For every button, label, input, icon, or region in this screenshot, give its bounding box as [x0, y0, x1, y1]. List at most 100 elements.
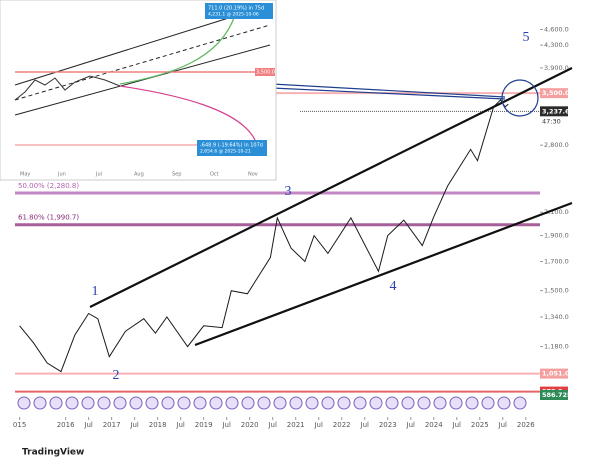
x-tick-label: 2026 — [517, 421, 535, 429]
event-icon — [113, 396, 127, 410]
inset: 711.0 (20.19%) in 75d 4,231.1 @ 2025-10-… — [0, 0, 277, 181]
inset-month: Oct — [210, 172, 219, 178]
volume-label: 586.72K — [542, 391, 573, 399]
event-icon — [97, 396, 111, 410]
event-icon — [513, 396, 527, 410]
y-tick-label: 1,900.0 — [544, 232, 569, 240]
y-tick-label: 1,700.0 — [544, 257, 569, 265]
price-label: 3,237.6 — [542, 107, 570, 115]
inset-label: 4,231.1 @ 2025-10-06 — [208, 12, 259, 18]
wave-label: 1 — [92, 284, 99, 299]
x-tick-label: Jul — [129, 421, 139, 429]
y-tick-label: 2,100.0 — [544, 208, 569, 216]
plot-area: 50.00% (2,280.8) 61.80% (1,990.7) 3,500.0 3… — [13, 25, 573, 429]
y-tick-label: 4,600.0 — [544, 25, 569, 33]
price-badge — [540, 88, 568, 99]
inset-price: 3,500.0 — [256, 70, 275, 76]
event-icon — [81, 396, 95, 410]
inset-month: Sep — [172, 172, 181, 178]
price-badge — [540, 368, 568, 379]
x-tick-label: Jul — [221, 421, 231, 429]
x-tick-label: 2024 — [425, 421, 443, 429]
inset-month: Aug — [134, 172, 144, 178]
y-tick-label: 3,900.0 — [544, 64, 569, 72]
x-tick-label: 2023 — [379, 421, 397, 429]
event-icon — [289, 396, 303, 410]
event-icon — [193, 396, 207, 410]
x-tick-label: Jul — [452, 421, 462, 429]
x-tick-label: Jul — [406, 421, 416, 429]
y-tick-label: 1,180.0 — [544, 343, 569, 351]
event-icon — [417, 396, 431, 410]
inset-month: Jul — [95, 172, 102, 178]
event-icon — [225, 396, 239, 410]
channel-upper — [89, 67, 573, 308]
price-line-series — [19, 99, 509, 373]
x-tick-label: 2017 — [103, 421, 121, 429]
event-icon — [161, 396, 175, 410]
countdown: 47:30 — [542, 117, 561, 125]
x-tick-label: 2021 — [287, 421, 305, 429]
x-tick-label: Jul — [498, 421, 508, 429]
inset-month: Jun — [57, 172, 66, 178]
x-tick-label: Jul — [267, 421, 277, 429]
event-icon — [337, 396, 351, 410]
inset-axis: May Jun Jul Aug Sep Oct Nov — [20, 172, 258, 178]
inset-price-badge — [255, 68, 275, 76]
inset-projection — [119, 14, 236, 85]
x-tick-label: Jul — [360, 421, 370, 429]
y-tick-label: 4,300.0 — [544, 41, 569, 49]
event-icon — [305, 396, 319, 410]
x-tick-label: Jul — [83, 421, 93, 429]
price-badge — [540, 106, 568, 117]
inset-projection — [119, 85, 256, 141]
event-icon — [209, 396, 223, 410]
event-icon — [465, 396, 479, 410]
highlight-circle — [501, 79, 539, 117]
x-tick-label: 2025 — [471, 421, 489, 429]
wave-label: 2 — [113, 368, 120, 383]
inset-badge — [197, 140, 267, 156]
event-icon — [401, 396, 415, 410]
x-tick-label: Jul — [175, 421, 185, 429]
x-tick-label: 2019 — [195, 421, 213, 429]
x-tick-label: 2022 — [333, 421, 351, 429]
event-icon — [177, 396, 191, 410]
inset-label: 711.0 (20.19%) in 75d — [208, 6, 264, 12]
event-icon — [17, 396, 31, 410]
fib-label: 61.80% (1,990.7) — [18, 214, 79, 222]
inset-price — [14, 75, 121, 101]
x-tick-label: 015 — [13, 421, 26, 429]
event-icon — [353, 396, 367, 410]
y-tick-label: 1,500.0 — [544, 287, 569, 295]
event-icon — [65, 396, 79, 410]
event-icon — [481, 396, 495, 410]
inset-month: Nov — [248, 172, 258, 178]
x-tick-label: Jul — [313, 421, 323, 429]
event-icon — [129, 396, 143, 410]
arrow — [271, 87, 506, 100]
event-icon — [449, 396, 463, 410]
event-icon — [385, 396, 399, 410]
y-tick-label: 1,340.0 — [544, 313, 569, 321]
inset-label: 2,654.6 @ 2025-10-21 — [200, 149, 251, 155]
wave-label: 4 — [390, 279, 397, 294]
wave-label: 3 — [285, 184, 292, 199]
event-icon — [433, 396, 447, 410]
event-icon — [321, 396, 335, 410]
x-tick-label: 2018 — [149, 421, 167, 429]
inset-line — [14, 44, 271, 116]
event-icon — [241, 396, 255, 410]
inset-line — [14, 24, 271, 101]
y-tick-label: 2,800.0 — [544, 141, 569, 149]
inset-month: May — [20, 172, 30, 178]
event-icon — [257, 396, 271, 410]
event-icon — [33, 396, 47, 410]
channel-lower — [194, 201, 573, 347]
arrow — [271, 83, 506, 98]
event-icon — [49, 396, 63, 410]
event-icon — [145, 396, 159, 410]
volume-badge — [540, 390, 568, 400]
footer-logo: TradingView — [22, 448, 84, 458]
